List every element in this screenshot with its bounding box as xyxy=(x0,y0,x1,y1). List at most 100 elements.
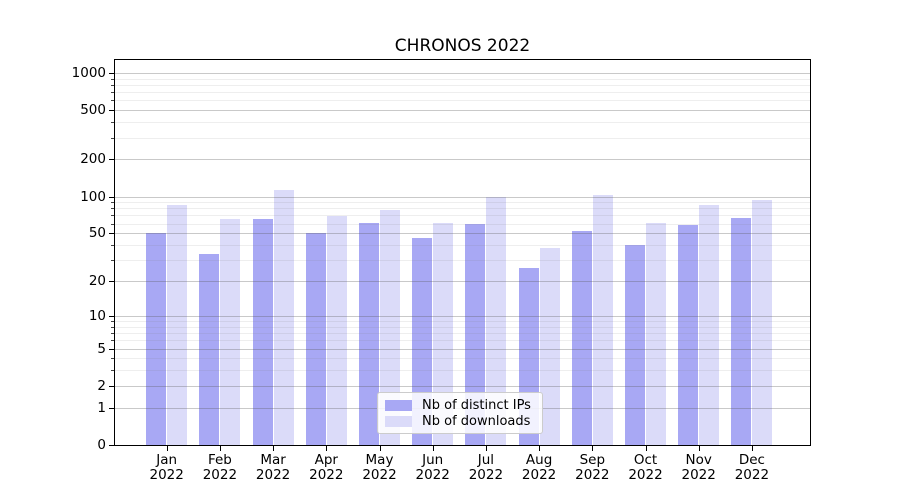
gridline-minor xyxy=(115,122,810,124)
y-tick-mark-minor xyxy=(111,340,114,342)
y-tick-mark xyxy=(109,407,114,409)
x-tick-month: Apr xyxy=(314,452,338,468)
x-tick-label-jul: Jul 2022 xyxy=(454,453,518,483)
y-tick-label: 200 xyxy=(80,151,106,168)
x-tick-label-mar: Mar 2022 xyxy=(241,453,305,483)
x-tick-year: 2022 xyxy=(362,467,397,483)
bar-may-distinct-ips xyxy=(359,222,379,445)
x-tick-mark xyxy=(592,446,594,451)
x-tick-mark xyxy=(326,446,328,451)
bar-jun-downloads xyxy=(433,222,454,445)
y-tick-mark-minor xyxy=(111,333,114,334)
x-tick-label-oct: Oct 2022 xyxy=(614,453,678,483)
bar-jan-downloads xyxy=(167,205,188,445)
legend: Nb of distinct IPs Nb of downloads xyxy=(377,392,543,434)
y-tick-label: 1000 xyxy=(71,64,106,81)
x-tick-year: 2022 xyxy=(309,467,344,483)
y-tick-mark-minor xyxy=(111,84,114,86)
y-tick-mark-minor xyxy=(111,208,114,210)
bar-dec-downloads xyxy=(752,200,773,445)
bar-sep-distinct-ips xyxy=(571,231,592,445)
bar-oct-downloads xyxy=(646,222,666,445)
x-tick-year: 2022 xyxy=(521,467,557,483)
y-tick-mark-minor xyxy=(111,100,114,102)
y-tick-mark-minor xyxy=(111,321,114,322)
legend-label-distinct-ips: Nb of distinct IPs xyxy=(422,398,531,413)
x-tick-year: 2022 xyxy=(255,467,291,483)
x-tick-year: 2022 xyxy=(468,467,504,483)
y-tick-mark-minor xyxy=(111,122,114,124)
x-tick-label-feb: Feb 2022 xyxy=(188,453,252,483)
x-tick-label-dec: Dec 2022 xyxy=(720,453,784,483)
x-tick-mark xyxy=(273,446,275,451)
x-tick-year: 2022 xyxy=(202,467,238,483)
bar-oct-distinct-ips xyxy=(625,245,645,445)
x-tick-year: 2022 xyxy=(575,467,610,483)
x-tick-mark xyxy=(219,446,221,451)
gridline-minor xyxy=(115,78,810,80)
gridline-minor xyxy=(115,137,810,139)
x-tick-month: Mar xyxy=(260,452,286,468)
y-tick-mark-minor xyxy=(111,260,114,262)
y-tick-mark-minor xyxy=(111,358,114,360)
x-tick-month: Jun xyxy=(422,452,444,468)
gridline-minor xyxy=(115,100,810,102)
x-tick-label-apr: Apr 2022 xyxy=(294,453,358,483)
y-tick-label: 500 xyxy=(80,102,106,119)
x-tick-year: 2022 xyxy=(149,467,184,483)
x-tick-year: 2022 xyxy=(681,467,716,483)
y-tick-mark-minor xyxy=(111,223,114,225)
gridline-minor xyxy=(115,92,810,94)
gridline-major xyxy=(115,110,810,112)
x-tick-month: Jan xyxy=(156,452,178,468)
gridline-major xyxy=(115,72,810,74)
x-tick-label-nov: Nov 2022 xyxy=(667,453,731,483)
x-tick-mark xyxy=(698,446,700,451)
bar-apr-downloads xyxy=(326,216,347,445)
y-tick-label: 2 xyxy=(97,377,106,394)
chart-title: CHRONOS 2022 xyxy=(394,36,531,56)
legend-swatch-distinct-ips xyxy=(385,400,412,411)
gridline-major xyxy=(115,159,810,161)
x-tick-year: 2022 xyxy=(628,467,663,483)
x-tick-month: Nov xyxy=(685,452,712,468)
y-tick-mark xyxy=(109,445,114,446)
bar-nov-downloads xyxy=(699,204,720,445)
legend-label-downloads: Nb of downloads xyxy=(422,414,531,429)
plot-area xyxy=(114,59,811,446)
legend-swatch-downloads xyxy=(385,416,412,427)
y-tick-mark xyxy=(109,281,114,282)
x-tick-mark xyxy=(166,446,168,451)
y-tick-label: 10 xyxy=(88,307,106,324)
bar-feb-downloads xyxy=(220,218,241,445)
x-tick-mark xyxy=(379,446,381,451)
x-tick-month: May xyxy=(365,452,394,468)
y-tick-label: 1 xyxy=(97,399,106,416)
bar-jul-downloads xyxy=(486,196,507,445)
y-tick-label: 0 xyxy=(97,437,106,453)
y-tick-mark xyxy=(109,72,114,74)
bar-apr-distinct-ips xyxy=(305,233,326,445)
y-tick-label: 5 xyxy=(97,340,106,357)
y-tick-mark-minor xyxy=(111,202,114,204)
x-tick-month: Feb xyxy=(207,452,232,468)
bar-jul-distinct-ips xyxy=(465,223,486,445)
x-tick-month: Oct xyxy=(633,452,658,468)
y-tick-mark xyxy=(109,385,114,387)
y-tick-mark xyxy=(109,233,114,235)
y-tick-mark xyxy=(109,110,114,112)
bar-may-downloads xyxy=(380,209,400,445)
x-tick-mark xyxy=(751,446,753,451)
legend-item-downloads: Nb of downloads xyxy=(385,414,534,429)
legend-item-distinct-ips: Nb of distinct IPs xyxy=(385,398,534,413)
x-tick-label-sep: Sep 2022 xyxy=(560,453,624,483)
bar-mar-downloads xyxy=(273,190,294,445)
x-tick-month: Aug xyxy=(525,452,553,468)
bar-sep-downloads xyxy=(592,195,613,445)
y-tick-label: 50 xyxy=(88,225,106,242)
gridline-minor xyxy=(115,202,810,204)
y-tick-mark-minor xyxy=(111,245,114,246)
x-tick-mark xyxy=(485,446,487,451)
x-tick-year: 2022 xyxy=(415,467,450,483)
